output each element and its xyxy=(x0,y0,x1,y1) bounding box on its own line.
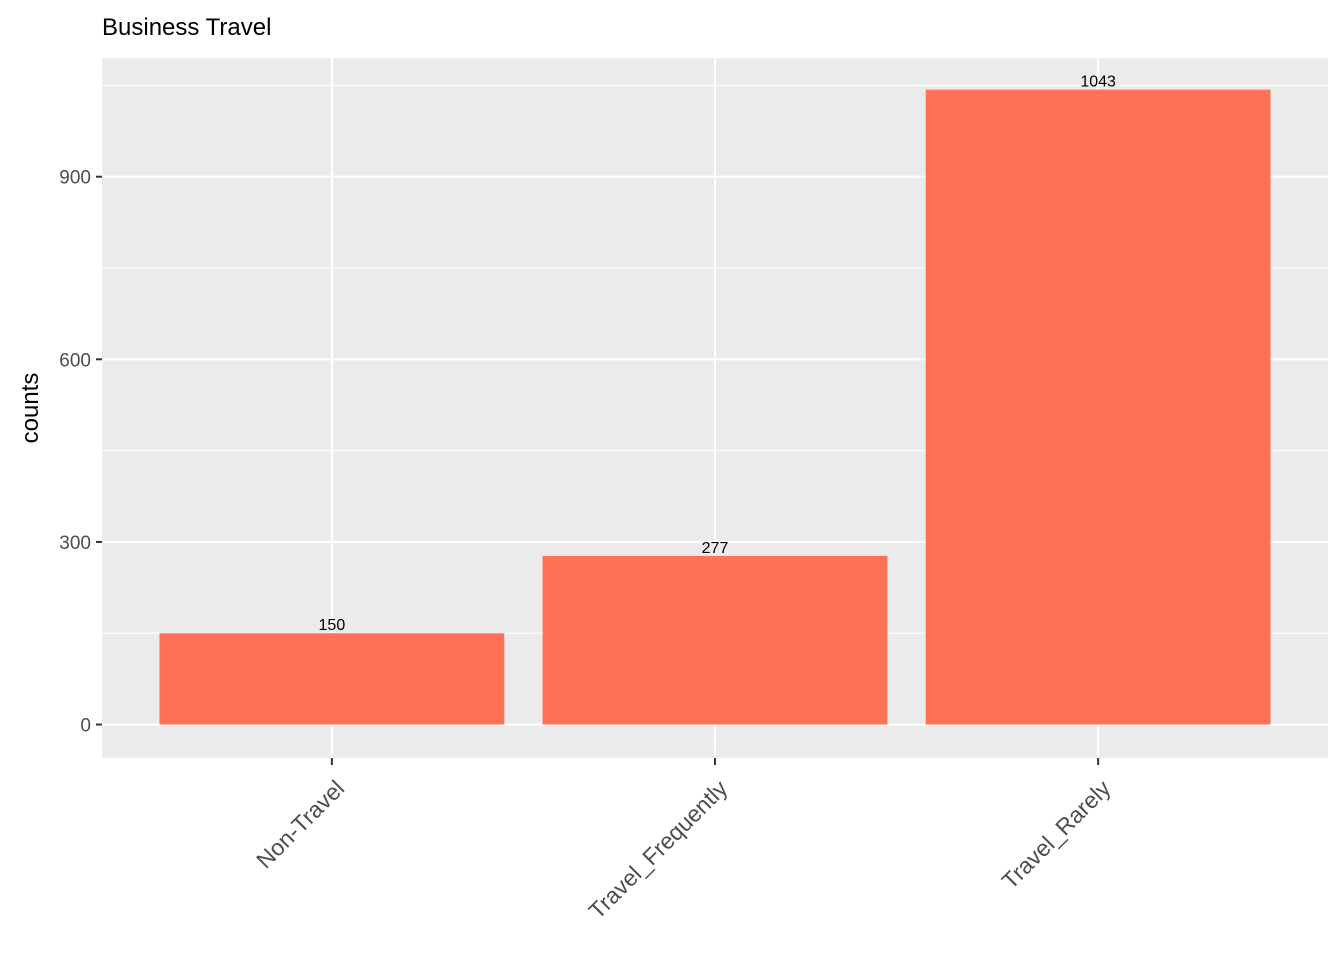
bar-travel-frequently xyxy=(542,555,888,725)
chart-title: Business Travel xyxy=(102,14,271,41)
x-axis: Non-Travel Travel_Frequently Travel_Rarely xyxy=(251,758,1116,924)
y-tick-label: 0 xyxy=(80,716,91,737)
bar-travel-rarely xyxy=(925,89,1271,725)
y-tick-label: 300 xyxy=(59,533,91,554)
data-labels: 150 277 1043 xyxy=(319,74,1117,635)
x-tick-label: Travel_Frequently xyxy=(584,775,733,924)
data-label: 150 xyxy=(319,617,346,634)
bar-non-travel xyxy=(159,633,505,725)
y-axis-label: counts xyxy=(17,373,44,444)
x-tick-label: Non-Travel xyxy=(251,775,349,873)
data-label: 277 xyxy=(702,540,729,557)
bars xyxy=(159,89,1271,725)
y-axis: 0 300 600 900 xyxy=(59,168,102,737)
y-tick-label: 600 xyxy=(59,350,91,371)
y-tick-label: 900 xyxy=(59,168,91,189)
data-label: 1043 xyxy=(1080,74,1116,91)
x-tick-label: Travel_Rarely xyxy=(997,775,1116,894)
